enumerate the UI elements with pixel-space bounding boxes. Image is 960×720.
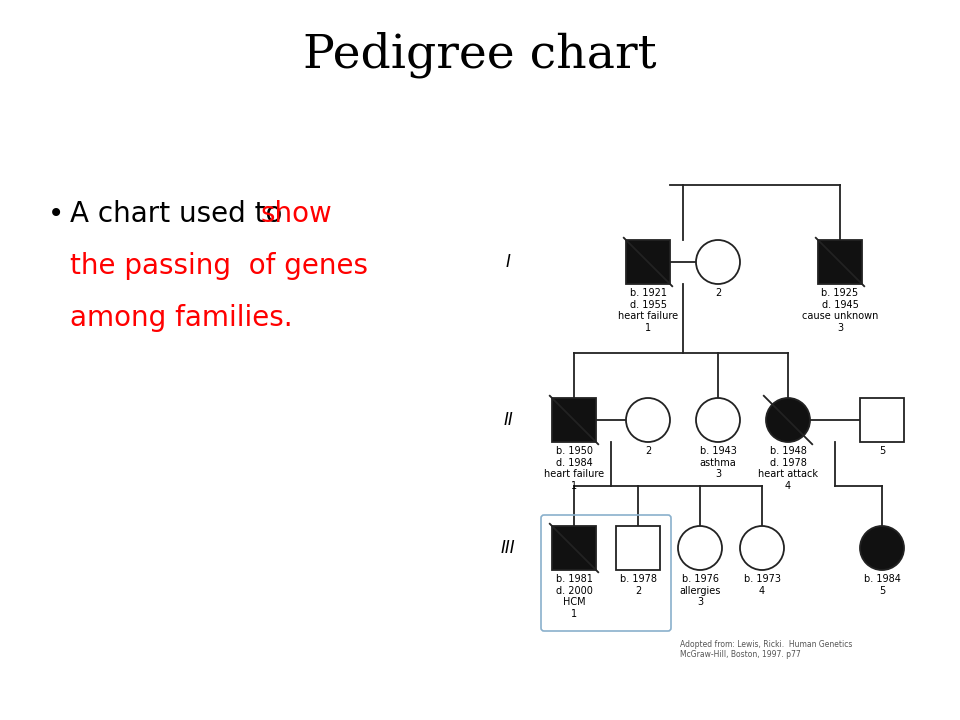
Text: Adopted from: Lewis, Ricki.  Human Genetics
McGraw-Hill, Boston, 1997. p77: Adopted from: Lewis, Ricki. Human Geneti… — [680, 640, 852, 660]
Text: b. 1973
4: b. 1973 4 — [743, 574, 780, 595]
Bar — [818, 240, 862, 284]
Bar — [616, 526, 660, 570]
Ellipse shape — [696, 398, 740, 442]
Text: b. 1981
d. 2000
HCM
1: b. 1981 d. 2000 HCM 1 — [556, 574, 592, 618]
Text: Pedigree chart: Pedigree chart — [303, 32, 657, 78]
Text: b. 1978
2: b. 1978 2 — [619, 574, 657, 595]
Text: b. 1950
d. 1984
heart failure
1: b. 1950 d. 1984 heart failure 1 — [544, 446, 604, 491]
Text: A chart used to: A chart used to — [70, 200, 291, 228]
Ellipse shape — [626, 398, 670, 442]
Text: b. 1976
allergies
3: b. 1976 allergies 3 — [680, 574, 721, 607]
Text: b. 1948
d. 1978
heart attack
4: b. 1948 d. 1978 heart attack 4 — [758, 446, 818, 491]
Ellipse shape — [696, 240, 740, 284]
Text: show: show — [260, 200, 332, 228]
Text: the passing  of genes: the passing of genes — [70, 252, 368, 280]
Text: b. 1984
5: b. 1984 5 — [864, 574, 900, 595]
Text: b. 1921
d. 1955
heart failure
1: b. 1921 d. 1955 heart failure 1 — [618, 288, 678, 333]
Text: b. 1925
d. 1945
cause unknown
3: b. 1925 d. 1945 cause unknown 3 — [802, 288, 878, 333]
Text: b. 1943
asthma
3: b. 1943 asthma 3 — [700, 446, 736, 480]
Bar — [626, 240, 670, 284]
Text: II: II — [503, 411, 513, 429]
Text: 5: 5 — [878, 446, 885, 456]
Bar — [552, 526, 596, 570]
Ellipse shape — [678, 526, 722, 570]
Text: 2: 2 — [645, 446, 651, 456]
Ellipse shape — [860, 526, 904, 570]
Bar — [860, 398, 904, 442]
Text: III: III — [501, 539, 516, 557]
Text: 2: 2 — [715, 288, 721, 298]
Text: •: • — [48, 200, 64, 228]
Text: I: I — [506, 253, 511, 271]
Bar — [552, 398, 596, 442]
Text: among families.: among families. — [70, 304, 293, 332]
Ellipse shape — [740, 526, 784, 570]
Ellipse shape — [766, 398, 810, 442]
